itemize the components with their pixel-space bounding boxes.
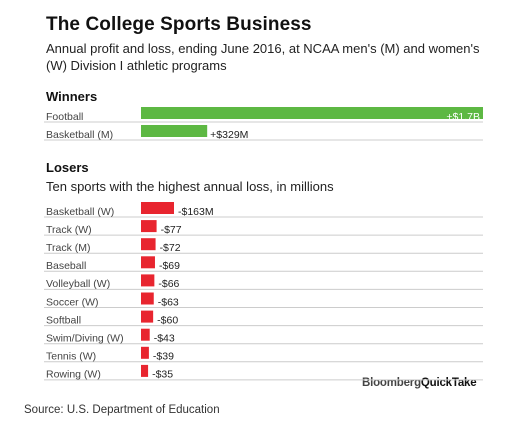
value-label-volleyball-w: -$66	[158, 278, 179, 290]
bar-track-m	[141, 238, 156, 251]
bar-chart: Football +$1.7B Basketball (M) +$329M Basket…	[44, 107, 483, 381]
bar-basketball-w	[141, 202, 174, 214]
chart-subtitle: Annual profit and loss, ending June 2016…	[46, 41, 480, 73]
value-label-soccer-w: -$63	[158, 296, 179, 308]
bar-rowing-w	[141, 364, 149, 377]
value-label-track-w: -$77	[161, 224, 182, 236]
category-label-softball: Softball	[46, 314, 81, 326]
category-label-track-w: Track (W)	[46, 224, 92, 236]
losers-section-subtitle: Ten sports with the highest annual loss,…	[46, 179, 334, 194]
category-label-soccer-w: Soccer (W)	[46, 296, 99, 308]
bar-baseball	[141, 256, 155, 269]
bar-track-w	[141, 220, 157, 233]
bar-swim-diving-w	[141, 328, 150, 341]
value-label-football: +$1.7B	[446, 111, 480, 123]
chart-title: The College Sports Business	[46, 14, 312, 35]
category-label-tennis-w: Tennis (W)	[46, 351, 96, 363]
category-label-track-m: Track (M)	[46, 242, 91, 254]
chart-card: The College Sports Business Annual profi…	[24, 0, 514, 395]
category-label-rowing-w: Rowing (W)	[46, 369, 101, 381]
bar-volleyball-w	[141, 274, 155, 287]
source-note: Source: U.S. Department of Education	[24, 404, 220, 416]
value-label-rowing-w: -$35	[152, 369, 173, 381]
value-label-basketball-w: -$163M	[178, 206, 214, 218]
value-label-basketball-m: +$329M	[210, 129, 248, 141]
value-label-baseball: -$69	[159, 260, 180, 272]
bar-football	[141, 107, 483, 119]
category-label-basketball-w: Basketball (W)	[46, 206, 114, 218]
bar-tennis-w	[141, 346, 149, 359]
category-label-basketball-m: Basketball (M)	[46, 129, 113, 141]
value-label-swim-diving-w: -$43	[154, 332, 175, 344]
losers-section-title: Losers	[46, 160, 89, 175]
bar-basketball-m	[141, 125, 208, 137]
category-label-baseball: Baseball	[46, 260, 86, 272]
bar-softball	[141, 310, 154, 323]
bar-soccer-w	[141, 292, 154, 305]
value-label-softball: -$60	[157, 314, 178, 326]
value-label-tennis-w: -$39	[153, 351, 174, 363]
category-label-football: Football	[46, 111, 83, 123]
category-label-swim-diving-w: Swim/Diving (W)	[46, 332, 124, 344]
value-label-track-m: -$72	[160, 242, 181, 254]
category-label-volleyball-w: Volleyball (W)	[46, 278, 110, 290]
winners-section-title: Winners	[46, 89, 98, 104]
